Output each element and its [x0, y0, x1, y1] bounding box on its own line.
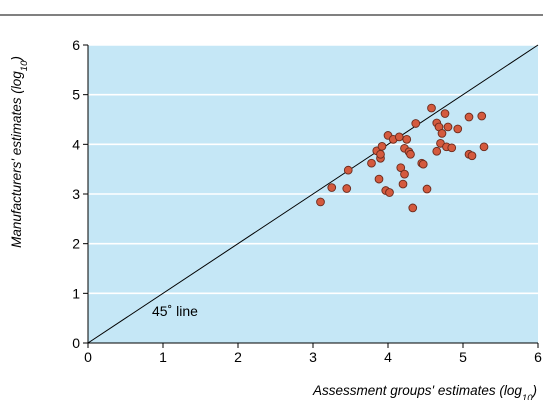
data-points	[316, 103, 489, 213]
x-tick-label-0: 0	[84, 349, 92, 365]
data-point	[396, 163, 406, 173]
x-tick-label-2: 2	[234, 349, 242, 365]
data-point	[406, 149, 415, 159]
data-point	[418, 159, 428, 169]
data-point	[327, 183, 337, 192]
data-point	[411, 119, 421, 128]
reference-line-45deg	[87, 44, 539, 344]
reference-line-label: 45˚ line	[152, 303, 198, 319]
data-point	[367, 158, 376, 168]
axes	[83, 44, 539, 348]
data-point	[377, 141, 387, 151]
y-axis-title: Manufacturers' estimates (log10)	[9, 56, 30, 248]
y-tick-label-5: 5	[72, 87, 80, 103]
data-point	[467, 151, 477, 161]
data-point	[402, 135, 412, 144]
data-point	[437, 129, 447, 138]
data-point	[427, 103, 436, 113]
data-point	[479, 142, 489, 152]
data-point	[432, 146, 442, 156]
x-tick-label-6: 6	[534, 349, 542, 365]
x-tick-label-3: 3	[309, 349, 317, 365]
y-tick-label-1: 1	[72, 285, 80, 301]
data-point	[477, 111, 487, 121]
y-tick-label-0: 0	[72, 335, 80, 351]
data-point	[343, 165, 353, 175]
y-tick-label-6: 6	[72, 37, 80, 53]
x-tick-label-1: 1	[159, 349, 167, 365]
data-point	[342, 184, 352, 193]
data-point	[374, 174, 384, 184]
y-tick-label-2: 2	[72, 236, 80, 252]
data-point	[376, 149, 385, 159]
data-point	[408, 203, 418, 213]
data-point	[394, 132, 404, 142]
x-tick-label-4: 4	[384, 349, 392, 365]
x-tick-label-5: 5	[459, 349, 467, 365]
data-point	[440, 109, 450, 118]
y-tick-label-3: 3	[72, 186, 80, 202]
y-tick-labels: 0 1 2 3 4 5 6	[72, 37, 80, 351]
data-point	[447, 143, 457, 153]
data-point	[464, 112, 474, 122]
data-point	[422, 184, 432, 194]
data-point	[400, 169, 409, 179]
data-point	[443, 122, 453, 132]
data-point	[398, 179, 408, 189]
data-point	[316, 197, 325, 207]
x-axis-title: Assessment groups' estimates (log10)	[312, 383, 537, 400]
reference-line-group	[87, 44, 539, 344]
x-tick-labels: 0 1 2 3 4 5 6	[84, 349, 542, 365]
data-point	[385, 188, 394, 197]
y-tick-label-4: 4	[72, 136, 80, 152]
data-point	[453, 124, 463, 134]
